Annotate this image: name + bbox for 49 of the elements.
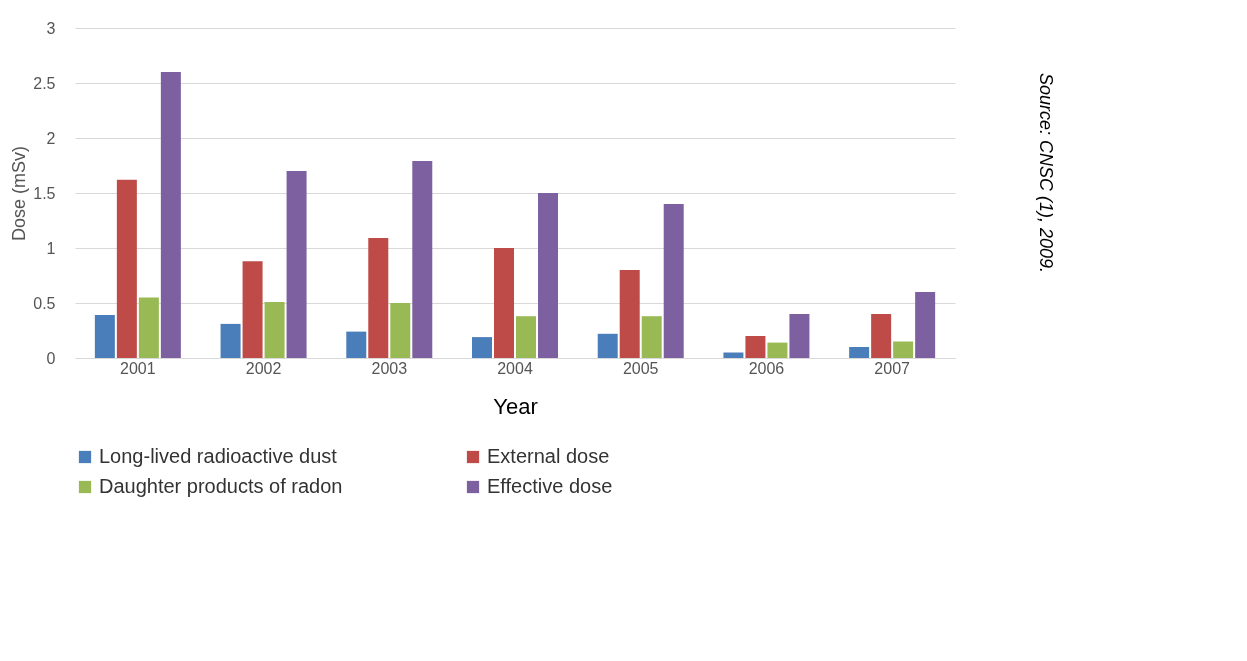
legend-label: Long-lived radioactive dust: [99, 445, 338, 467]
x-tick-label: 2007: [874, 359, 911, 377]
bar: [849, 347, 870, 358]
y-tick-label: 0.5: [33, 294, 56, 312]
x-tick-label: 2004: [497, 359, 533, 377]
bar: [789, 314, 810, 358]
bar: [472, 337, 492, 358]
legend-label: External dose: [487, 445, 610, 467]
y-axis-title: Dose (mSv): [9, 145, 30, 242]
x-axis-title: Year: [493, 393, 538, 419]
bar: [368, 238, 389, 358]
y-tick-label: 3: [46, 19, 56, 37]
bar: [116, 179, 137, 358]
bar: [597, 333, 618, 358]
legend-label: Effective dose: [487, 475, 613, 497]
bar: [619, 270, 640, 358]
bar: [138, 297, 159, 358]
x-tick-label: 2005: [622, 359, 659, 377]
bar: [160, 72, 181, 358]
bar: [346, 331, 367, 358]
x-tick-label: 2002: [245, 359, 282, 377]
bar: [871, 314, 892, 358]
legend-label: Daughter products of radon: [99, 475, 343, 497]
bar: [390, 303, 411, 358]
bar: [494, 248, 514, 358]
bar: [94, 315, 115, 358]
bar: [220, 323, 241, 358]
bar: [286, 171, 307, 358]
y-tick-label: 1.5: [33, 184, 56, 202]
x-tick-label: 2001: [120, 359, 156, 377]
bar: [516, 316, 536, 358]
y-tick-label: 1: [46, 239, 56, 257]
y-tick-label: 0: [46, 349, 56, 367]
bar: [723, 352, 744, 358]
source-note: Source: CNSC (1), 2009.: [1036, 72, 1056, 274]
bar: [745, 336, 766, 358]
y-tick-label: 2.5: [33, 74, 56, 92]
bar: [538, 193, 558, 358]
bar: [915, 292, 936, 358]
bar: [264, 301, 285, 358]
bar: [412, 161, 433, 358]
y-tick-label: 2: [46, 129, 56, 147]
x-tick-label: 2003: [371, 359, 408, 377]
bar: [641, 316, 662, 358]
bar: [893, 341, 914, 358]
x-tick-label: 2006: [748, 359, 785, 377]
bar: [663, 204, 684, 358]
bar: [242, 261, 263, 358]
bar: [767, 342, 788, 358]
